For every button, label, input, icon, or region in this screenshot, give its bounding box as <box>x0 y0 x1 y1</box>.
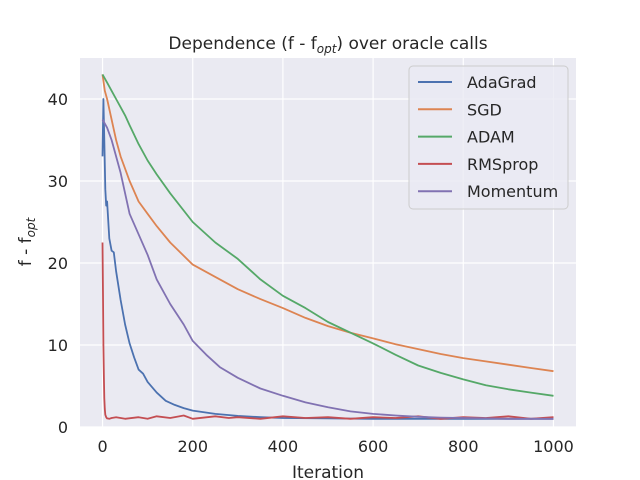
y-tick-label: 40 <box>48 90 68 109</box>
x-tick-label: 1000 <box>533 437 574 456</box>
x-tick-labels: 0 200 400 600 800 1000 <box>97 437 573 456</box>
y-tick-label: 30 <box>48 172 68 191</box>
x-tick-label: 600 <box>358 437 389 456</box>
y-axis-label: f - fopt <box>16 216 38 266</box>
legend-label-adagrad: AdaGrad <box>467 73 537 92</box>
x-tick-label: 800 <box>448 437 479 456</box>
series-line-sgd <box>101 74 554 373</box>
legend-label-sgd: SGD <box>467 100 502 119</box>
legend-label-rmsprop: RMSprop <box>467 155 538 174</box>
y-tick-label: 10 <box>48 336 68 355</box>
x-tick-label: 0 <box>97 437 107 456</box>
x-tick-label: 400 <box>268 437 299 456</box>
legend-label-adam: ADAM <box>467 128 515 147</box>
legend-label-momentum: Momentum <box>467 182 558 201</box>
legend-box <box>408 65 569 210</box>
series-line-adam <box>101 73 554 397</box>
y-tick-label: 0 <box>58 418 68 437</box>
x-tick-label: 200 <box>177 437 208 456</box>
x-axis-label: Iteration <box>292 463 364 480</box>
chart-title: Dependence (f - fopt) over oracle calls <box>168 34 487 56</box>
series-lines <box>101 73 554 420</box>
y-tick-labels: 0 10 20 30 40 <box>48 90 68 437</box>
legend: AdaGrad SGD ADAM RMSprop Momentum <box>408 65 569 210</box>
y-tick-label: 20 <box>48 254 68 273</box>
series-line-momentum <box>101 119 554 420</box>
